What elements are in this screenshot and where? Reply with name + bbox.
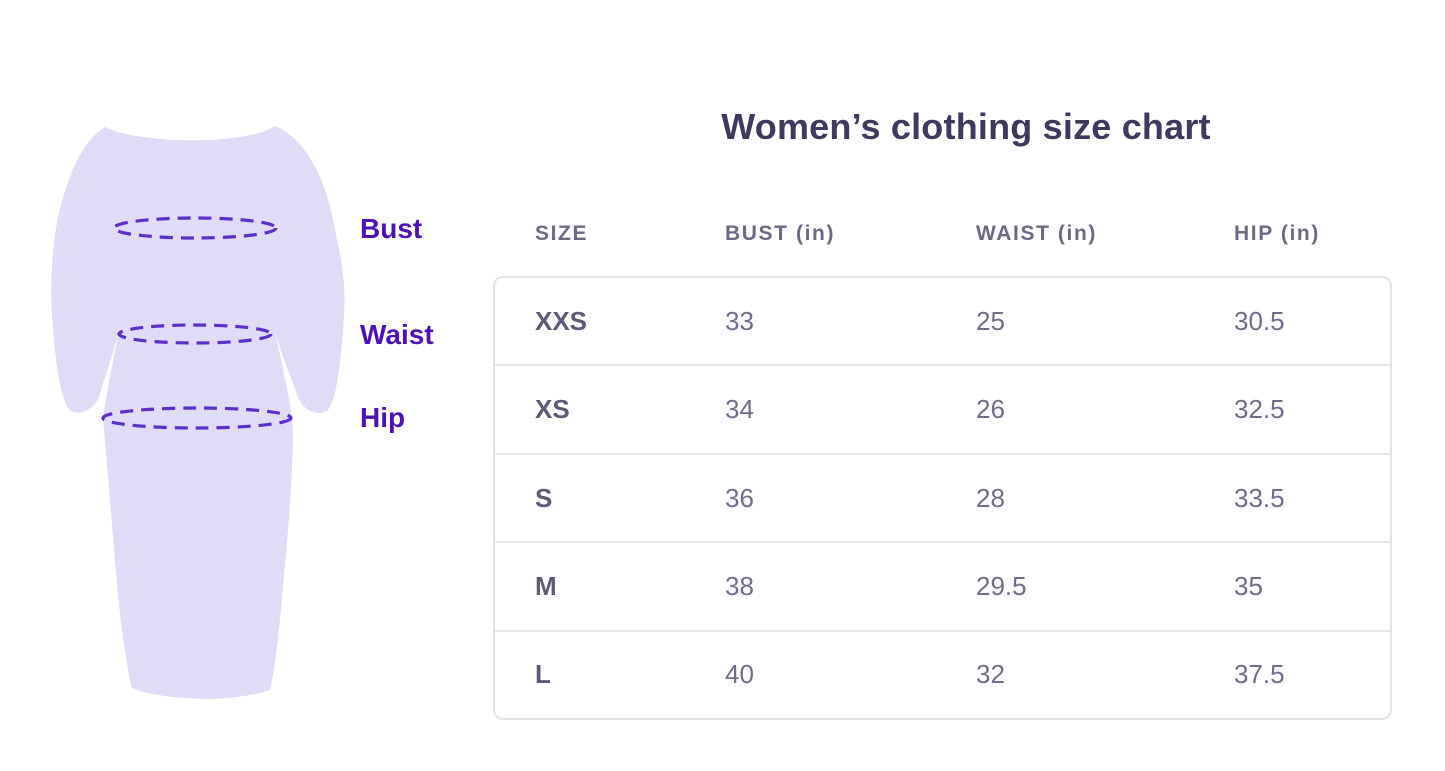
dress-silhouette-icon: [51, 126, 345, 699]
column-header-waist: WAIST (in): [976, 222, 1097, 245]
bust-measure-line-icon: [112, 216, 278, 240]
bust-value: 34: [725, 394, 754, 425]
table-row: M 38 29.5 35: [495, 543, 1390, 632]
hip-label: Hip: [360, 402, 406, 433]
size-table: XXS 33 25 30.5 XS 34 26 32.5 S 36 28 33.…: [493, 276, 1392, 720]
hip-value: 32.5: [1234, 394, 1285, 425]
hip-value: 33.5: [1234, 482, 1285, 513]
waist-value: 29.5: [976, 570, 1027, 601]
waist-value: 25: [976, 305, 1005, 336]
bust-value: 40: [725, 659, 754, 690]
hip-measure-line-icon: [101, 406, 293, 430]
waist-value: 26: [976, 394, 1005, 425]
waist-value: 32: [976, 659, 1005, 690]
waist-label: Waist: [360, 319, 434, 350]
column-header-bust: BUST (in): [725, 222, 836, 245]
column-header-size: SIZE: [535, 222, 589, 245]
column-header-hip: HIP (in): [1234, 222, 1320, 245]
size-value: XXS: [535, 305, 588, 336]
table-column-headers: SIZE BUST (in) WAIST (in) HIP (in): [493, 216, 1392, 252]
size-value: XS: [535, 394, 570, 425]
hip-value: 30.5: [1234, 305, 1285, 336]
table-row: S 36 28 33.5: [495, 454, 1390, 544]
bust-label: Bust: [360, 213, 423, 244]
size-value: S: [535, 482, 553, 513]
bust-value: 36: [725, 482, 754, 513]
hip-value: 35: [1234, 570, 1263, 601]
page-title: Women’s clothing size chart: [721, 106, 1211, 147]
bust-value: 38: [725, 570, 754, 601]
waist-measure-line-icon: [117, 323, 273, 345]
size-value: L: [535, 659, 551, 690]
dress-body-shape: [51, 126, 345, 699]
hip-value: 37.5: [1234, 659, 1285, 690]
table-row: XS 34 26 32.5: [495, 366, 1390, 455]
size-value: M: [535, 570, 557, 601]
bust-value: 33: [725, 305, 754, 336]
table-row: L 40 32 37.5: [495, 631, 1390, 718]
waist-value: 28: [976, 482, 1005, 513]
table-row: XXS 33 25 30.5: [495, 278, 1390, 367]
